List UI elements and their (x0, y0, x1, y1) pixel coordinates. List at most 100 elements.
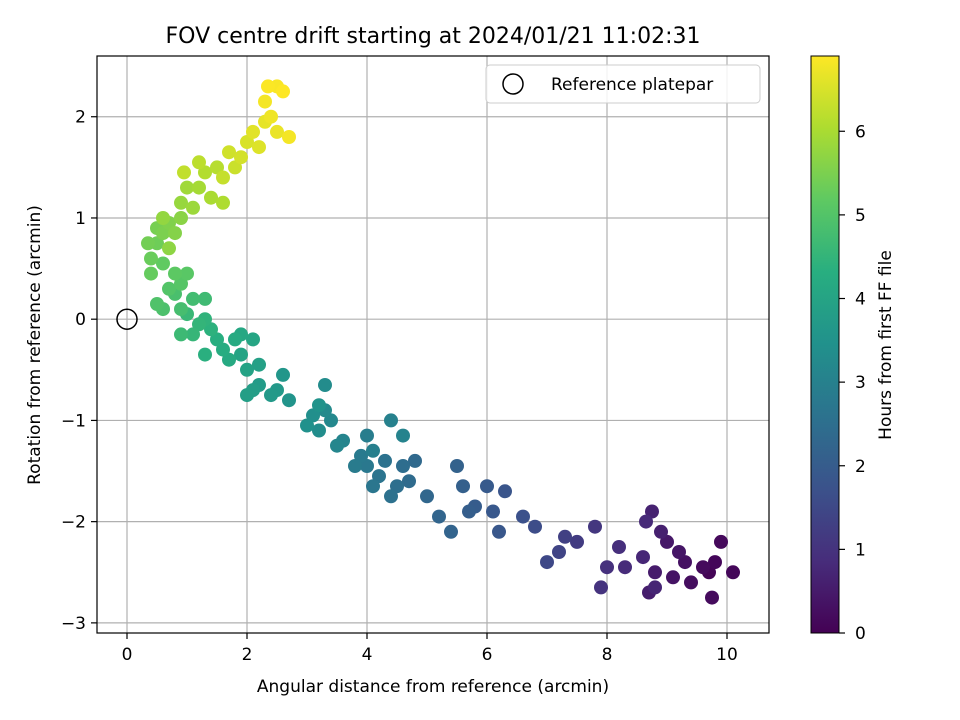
data-point (648, 565, 662, 580)
data-point (306, 408, 320, 423)
y-tick-label: −1 (61, 411, 86, 431)
data-point (258, 94, 272, 109)
data-point (516, 509, 530, 524)
y-tick-label: 1 (75, 209, 86, 229)
data-point (444, 524, 458, 539)
data-point (168, 226, 182, 241)
data-point (150, 297, 164, 311)
data-point (384, 489, 398, 504)
y-axis-ticks: −3 −2 −1 0 1 2 (61, 108, 97, 634)
data-point (696, 560, 710, 575)
data-point (408, 453, 422, 468)
data-point (174, 327, 188, 342)
data-point (174, 195, 188, 210)
data-point (240, 135, 254, 149)
data-point (216, 170, 230, 185)
data-point (282, 393, 296, 408)
data-point (588, 519, 602, 534)
y-tick-label: −3 (61, 614, 86, 634)
data-point (144, 251, 158, 266)
data-point (396, 428, 410, 443)
data-point (270, 124, 284, 139)
data-point (192, 155, 206, 170)
data-point (144, 266, 158, 281)
y-tick-label: −2 (61, 513, 86, 533)
colorbar-tick-label: 2 (855, 457, 866, 477)
data-point (240, 362, 254, 377)
data-point (366, 479, 380, 494)
data-point (636, 550, 650, 565)
reference-platepar-marker (116, 308, 138, 330)
data-point (480, 479, 494, 494)
colorbar-tick-label: 1 (855, 540, 866, 560)
colorbar-gradient (810, 55, 840, 634)
data-point (186, 327, 200, 342)
data-point (378, 453, 392, 468)
data-point (300, 418, 314, 433)
x-tick-label: 2 (242, 645, 253, 665)
chart-title: FOV centre drift starting at 2024/01/21 … (166, 24, 701, 49)
data-point (558, 529, 572, 544)
data-point (366, 443, 380, 458)
data-point (354, 448, 368, 463)
data-point (228, 160, 242, 175)
data-point (168, 266, 182, 281)
x-tick-label: 8 (602, 645, 613, 665)
data-point (264, 388, 278, 403)
data-point (204, 322, 218, 337)
data-point (552, 545, 566, 559)
data-point (186, 291, 200, 306)
data-point (156, 211, 170, 225)
colorbar-tick-label: 6 (855, 122, 866, 142)
data-point (210, 332, 224, 347)
x-axis-ticks: 0 2 4 6 8 10 (122, 633, 738, 665)
colorbar-tick-label: 5 (855, 206, 866, 226)
data-point (570, 534, 584, 549)
data-point (216, 195, 230, 210)
data-point (204, 190, 218, 205)
data-point (228, 332, 242, 347)
data-point (390, 479, 404, 494)
data-point (276, 367, 290, 382)
data-point (678, 555, 692, 570)
data-point (180, 180, 194, 195)
data-point (246, 332, 260, 347)
data-point (456, 479, 470, 494)
data-point (198, 347, 212, 362)
colorbar-tick-label: 4 (855, 290, 866, 310)
data-point (450, 459, 464, 473)
data-point (318, 378, 332, 392)
data-point (618, 560, 632, 575)
x-tick-label: 10 (716, 645, 738, 665)
data-point (192, 317, 206, 332)
data-point (141, 236, 155, 251)
data-point (540, 555, 554, 570)
data-point (666, 570, 680, 585)
data-point (264, 109, 278, 124)
data-point (684, 575, 698, 590)
legend-reference-marker (502, 73, 524, 95)
data-point (252, 357, 266, 372)
data-point (216, 342, 230, 357)
data-point (360, 459, 374, 473)
colorbar-tick-label: 0 (855, 624, 866, 644)
data-point (174, 211, 188, 225)
legend: Reference platepar (485, 64, 761, 104)
data-point (246, 124, 260, 139)
data-point (648, 580, 662, 595)
data-point (402, 474, 416, 489)
data-point (432, 509, 446, 524)
data-point (198, 291, 212, 306)
data-point (726, 565, 740, 580)
data-point (348, 459, 362, 473)
data-point (198, 165, 212, 180)
data-point (660, 534, 674, 549)
x-tick-label: 6 (482, 645, 493, 665)
data-point (156, 226, 170, 241)
data-point (654, 524, 668, 539)
data-point (174, 302, 188, 317)
data-point (498, 484, 512, 499)
data-point (261, 79, 275, 94)
y-tick-label: 2 (75, 108, 86, 128)
